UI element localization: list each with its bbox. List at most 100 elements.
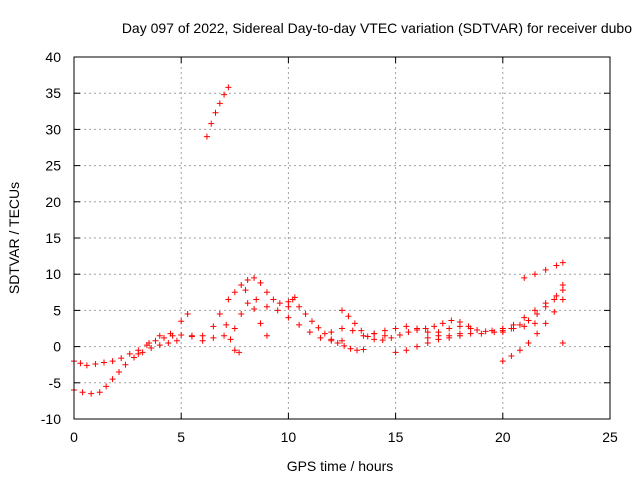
data-point-marker xyxy=(77,360,84,367)
data-point-marker xyxy=(83,362,90,369)
grid-lines xyxy=(74,57,610,419)
data-point-marker xyxy=(221,91,228,98)
data-point-marker xyxy=(223,321,230,328)
data-point-marker xyxy=(188,332,195,339)
data-point-marker xyxy=(328,337,335,344)
data-point-marker xyxy=(146,339,153,346)
data-point-marker xyxy=(244,300,251,307)
data-point-marker xyxy=(559,282,566,289)
data-point-marker xyxy=(551,308,558,315)
x-tick-label: 5 xyxy=(177,429,185,445)
data-point-marker xyxy=(285,314,292,321)
y-tick-label: 15 xyxy=(45,230,61,246)
data-point-marker xyxy=(184,311,191,318)
data-point-marker xyxy=(345,313,352,320)
data-point-marker xyxy=(156,332,163,339)
data-point-marker xyxy=(531,307,538,314)
data-point-marker xyxy=(210,334,217,341)
data-point-marker xyxy=(257,279,264,286)
data-point-marker xyxy=(456,323,463,330)
data-point-marker xyxy=(238,311,245,318)
data-point-marker xyxy=(306,329,313,336)
data-point-marker xyxy=(296,303,303,310)
data-point-marker xyxy=(467,325,474,332)
data-point-marker xyxy=(521,323,528,330)
data-point-marker xyxy=(414,325,421,332)
data-point-marker xyxy=(403,347,410,354)
data-point-marker xyxy=(403,323,410,330)
data-point-marker xyxy=(199,337,206,344)
data-point-marker xyxy=(216,100,223,107)
data-point-marker xyxy=(167,330,174,337)
data-point-marker xyxy=(516,347,523,354)
data-point-marker xyxy=(225,296,232,303)
data-point-marker xyxy=(435,329,442,336)
data-point-marker xyxy=(251,274,258,281)
data-point-marker xyxy=(263,332,270,339)
x-tick-label: 10 xyxy=(281,429,297,445)
data-point-marker xyxy=(257,320,264,327)
y-tick-label: -10 xyxy=(41,411,61,427)
data-point-marker xyxy=(551,296,558,303)
data-point-marker xyxy=(499,358,506,365)
y-tick-label: -5 xyxy=(49,375,62,391)
data-point-marker xyxy=(315,324,322,331)
data-point-marker xyxy=(244,276,251,283)
data-point-marker xyxy=(109,358,116,365)
data-point-marker xyxy=(525,317,532,324)
data-point-marker xyxy=(276,300,283,307)
data-point-marker xyxy=(446,332,453,339)
data-point-marker xyxy=(263,303,270,310)
data-point-marker xyxy=(439,320,446,327)
data-point-marker xyxy=(339,337,345,344)
data-point-marker xyxy=(467,330,474,337)
y-tick-label: 0 xyxy=(53,339,61,355)
data-point-marker xyxy=(328,329,335,336)
data-point-marker xyxy=(236,349,243,356)
data-point-marker xyxy=(354,347,361,354)
data-point-marker xyxy=(253,296,260,303)
x-axis-label: GPS time / hours xyxy=(287,458,394,474)
y-tick-label: 35 xyxy=(45,85,61,101)
data-point-marker xyxy=(448,317,455,324)
data-point-marker xyxy=(96,389,103,396)
data-point-marker xyxy=(216,311,223,318)
data-point-marker xyxy=(431,323,438,330)
data-point-marker xyxy=(334,339,341,346)
data-point-marker xyxy=(251,305,258,312)
data-point-marker xyxy=(392,349,399,356)
data-point-marker xyxy=(559,296,566,303)
data-point-marker xyxy=(296,321,303,328)
y-tick-label: 30 xyxy=(45,121,61,137)
data-point-marker xyxy=(559,339,566,346)
y-tick-label: 5 xyxy=(53,302,61,318)
x-tick-label: 25 xyxy=(602,429,618,445)
y-tick-label: 25 xyxy=(45,158,61,174)
x-tick-label: 15 xyxy=(388,429,404,445)
data-point-marker xyxy=(489,327,496,334)
data-point-marker xyxy=(381,327,388,334)
data-point-marker xyxy=(156,342,163,349)
data-point-marker xyxy=(553,292,560,299)
data-points xyxy=(71,84,566,397)
data-point-marker xyxy=(553,262,560,269)
data-point-marker xyxy=(351,320,358,327)
data-point-marker xyxy=(263,289,270,296)
data-point-marker xyxy=(521,274,528,281)
data-point-marker xyxy=(227,336,234,343)
data-point-marker xyxy=(199,332,206,339)
data-point-marker xyxy=(358,327,365,334)
data-point-marker xyxy=(231,289,238,296)
data-point-marker xyxy=(148,345,155,352)
data-point-marker xyxy=(456,330,463,337)
data-point-marker xyxy=(388,334,395,341)
data-point-marker xyxy=(285,298,292,305)
data-point-marker xyxy=(349,327,356,334)
data-point-marker xyxy=(308,318,315,325)
axis-tick-labels: 0 5 10 15 20 25 -10 -5 0 5 10 15 20 25 30 35 40 xyxy=(41,49,618,445)
data-point-marker xyxy=(152,337,159,344)
data-point-marker xyxy=(542,320,549,327)
data-point-marker xyxy=(212,109,219,116)
data-point-marker xyxy=(474,326,481,333)
